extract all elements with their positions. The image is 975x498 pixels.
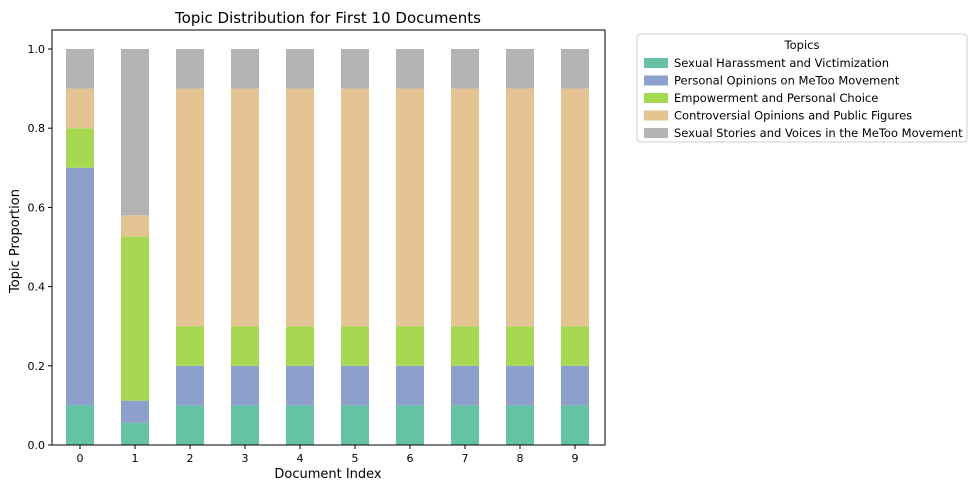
- bar-doc8-series3: [506, 88, 534, 327]
- bar-doc6-series2: [396, 326, 424, 366]
- y-tick-label: 0.0: [28, 439, 46, 452]
- x-tick-label: 0: [77, 452, 84, 465]
- bar-doc6-series3: [396, 88, 424, 327]
- bar-doc8-series0: [506, 405, 534, 445]
- legend-title: Topics: [784, 38, 820, 52]
- legend-label-1: Personal Opinions on MeToo Movement: [674, 74, 900, 88]
- x-tick-label: 6: [407, 452, 414, 465]
- bar-doc3-series0: [231, 405, 259, 445]
- x-tick-label: 2: [187, 452, 194, 465]
- bar-doc3-series2: [231, 326, 259, 366]
- legend-label-4: Sexual Stories and Voices in the MeToo M…: [674, 126, 963, 140]
- bar-doc1-series3: [121, 215, 149, 237]
- bar-doc1-series4: [121, 49, 149, 216]
- bar-doc4-series1: [286, 365, 314, 406]
- bar-doc4-series2: [286, 326, 314, 366]
- bar-doc3-series4: [231, 49, 259, 89]
- bar-doc7-series3: [451, 88, 479, 327]
- bar-doc5-series3: [341, 88, 369, 327]
- bar-doc3-series3: [231, 88, 259, 327]
- bar-doc6-series0: [396, 405, 424, 445]
- x-axis-label: Document Index: [274, 467, 382, 482]
- bar-doc9-series0: [561, 405, 589, 445]
- bar-doc0-series2: [66, 128, 94, 168]
- y-tick-label: 0.2: [28, 360, 46, 373]
- bar-doc2-series1: [176, 365, 204, 406]
- x-tick-label: 7: [462, 452, 469, 465]
- bar-doc9-series2: [561, 326, 589, 366]
- legend-swatch-3: [644, 110, 668, 121]
- bar-doc9-series3: [561, 88, 589, 327]
- bar-doc4-series4: [286, 49, 314, 89]
- bar-doc8-series1: [506, 365, 534, 406]
- bar-doc8-series2: [506, 326, 534, 366]
- x-tick-label: 3: [242, 452, 249, 465]
- bar-doc4-series3: [286, 88, 314, 327]
- bar-doc8-series4: [506, 49, 534, 89]
- bar-doc6-series1: [396, 365, 424, 406]
- bar-doc7-series4: [451, 49, 479, 89]
- legend-label-3: Controversial Opinions and Public Figure…: [674, 109, 912, 123]
- bars-layer: [66, 49, 589, 445]
- bar-doc4-series0: [286, 405, 314, 445]
- legend-swatch-0: [644, 58, 668, 68]
- legend-box: [636, 33, 968, 143]
- axes-layer: 0.0 0.2 0.4 0.6 0.8 1.0 0 1 2 3 4 5 6 7 8 9: [28, 29, 606, 465]
- x-tick-label: 5: [352, 452, 359, 465]
- bar-doc7-series0: [451, 405, 479, 445]
- bar-doc6-series4: [396, 49, 424, 89]
- y-tick-label: 0.6: [28, 201, 46, 214]
- bar-doc0-series0: [66, 405, 94, 445]
- legend: Topics Sexual Harassment and Victimizatio…: [636, 33, 968, 143]
- plot-frame: [51, 29, 606, 446]
- legend-swatch-2: [644, 93, 668, 103]
- legend-label-2: Empowerment and Personal Choice: [674, 91, 878, 105]
- x-tick-label: 1: [132, 452, 139, 465]
- bar-doc0-series3: [66, 88, 94, 129]
- legend-label-0: Sexual Harassment and Victimization: [674, 56, 889, 70]
- bar-doc2-series2: [176, 326, 204, 366]
- bar-doc5-series0: [341, 405, 369, 445]
- legend-swatch-1: [644, 75, 668, 86]
- bar-doc1-series1: [121, 400, 149, 423]
- bar-doc7-series1: [451, 365, 479, 406]
- y-tick-label: 0.4: [28, 281, 46, 294]
- y-tick-label: 1.0: [28, 43, 46, 56]
- bar-doc1-series0: [121, 422, 149, 445]
- x-tick-label: 9: [572, 452, 579, 465]
- y-axis-label: Topic Proportion: [8, 189, 23, 294]
- chart-title: Topic Distribution for First 10 Document…: [174, 9, 481, 27]
- bar-doc2-series4: [176, 49, 204, 89]
- bar-doc9-series4: [561, 49, 589, 89]
- bar-doc3-series1: [231, 365, 259, 406]
- bar-doc7-series2: [451, 326, 479, 366]
- bar-doc9-series1: [561, 365, 589, 406]
- legend-swatch-4: [644, 128, 668, 138]
- bar-doc0-series4: [66, 49, 94, 89]
- bar-doc0-series1: [66, 167, 94, 406]
- y-tick-label: 0.8: [28, 122, 46, 135]
- bar-doc5-series4: [341, 49, 369, 89]
- bar-doc2-series0: [176, 405, 204, 445]
- x-tick-label: 8: [517, 452, 524, 465]
- bar-doc5-series2: [341, 326, 369, 366]
- bar-doc5-series1: [341, 365, 369, 406]
- x-tick-label: 4: [297, 452, 304, 465]
- bar-doc2-series3: [176, 88, 204, 327]
- bar-doc1-series2: [121, 236, 149, 401]
